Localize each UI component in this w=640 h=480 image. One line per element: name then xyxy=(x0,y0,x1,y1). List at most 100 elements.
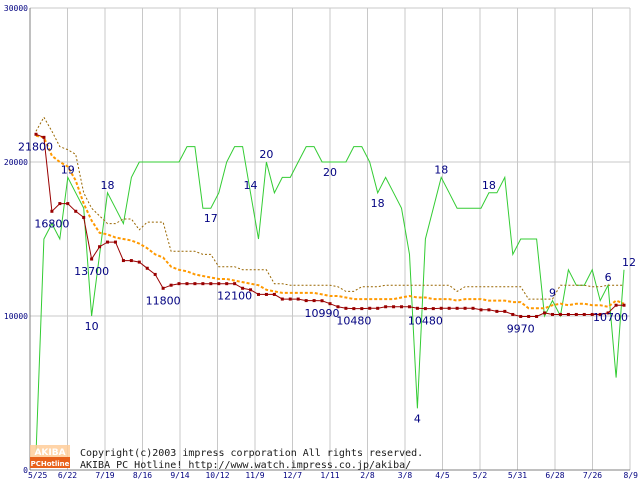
data-point-min xyxy=(280,297,284,301)
data-point-min xyxy=(606,311,610,315)
x-tick-label: 8/9 xyxy=(624,471,639,480)
data-label: 4 xyxy=(414,412,421,425)
data-point-min xyxy=(320,299,324,303)
data-label: 9970 xyxy=(507,322,535,335)
data-point-min xyxy=(614,303,618,307)
data-point-min xyxy=(50,209,54,213)
data-point-min xyxy=(66,202,70,206)
logo-bottom: PCHotline xyxy=(31,460,70,468)
x-tick-label: 8/16 xyxy=(133,471,152,480)
data-point-min xyxy=(400,305,404,309)
data-label: 14 xyxy=(244,179,258,192)
data-point-min xyxy=(503,309,507,313)
data-point-min xyxy=(90,257,94,261)
axis-labels: 0 10000 20000 30000 5/25 6/22 7/19 8/16 9/14 10/1… xyxy=(4,4,638,480)
data-point-min xyxy=(598,312,602,316)
data-point-min xyxy=(574,312,578,316)
data-point-min xyxy=(304,299,308,303)
data-point-min xyxy=(42,135,46,139)
data-point-min xyxy=(479,308,483,312)
data-point-min xyxy=(384,305,388,309)
akiba-logo: AKIBA PCHotline xyxy=(30,445,70,468)
data-point-min xyxy=(352,307,356,311)
data-point-min xyxy=(256,292,260,296)
data-point-min xyxy=(58,202,62,206)
data-point-min xyxy=(153,272,157,276)
x-tick-label: 5/2 xyxy=(473,471,488,480)
data-label: 13700 xyxy=(74,265,109,278)
data-point-min xyxy=(407,305,411,309)
x-tick-label: 2/8 xyxy=(360,471,375,480)
data-point-min xyxy=(447,306,451,310)
data-label: 10700 xyxy=(593,311,628,324)
x-tick-label: 12/7 xyxy=(283,471,302,480)
data-point-min xyxy=(193,282,197,286)
data-label: 21800 xyxy=(18,140,53,153)
data-label: 10 xyxy=(85,320,99,333)
data-point-min xyxy=(185,282,189,286)
data-point-min xyxy=(392,305,396,309)
data-label: 19 xyxy=(61,163,75,176)
x-tick-label: 4/5 xyxy=(435,471,450,480)
x-tick-label: 7/26 xyxy=(583,471,602,480)
data-point-min xyxy=(495,309,499,313)
data-label: 6 xyxy=(605,271,612,284)
data-point-min xyxy=(296,297,300,301)
data-label: 20 xyxy=(259,148,273,161)
data-point-min xyxy=(34,132,38,136)
data-label: 16800 xyxy=(34,217,69,230)
copyright-line-1: Copyright(c)2003 impress corporation All… xyxy=(80,448,423,459)
x-tick-label: 1/11 xyxy=(320,471,339,480)
data-label: 12 xyxy=(622,256,636,269)
data-point-min xyxy=(519,314,523,318)
data-point-min xyxy=(360,307,364,311)
data-point-min xyxy=(145,266,149,270)
data-point-min xyxy=(74,209,78,213)
data-point-min xyxy=(590,312,594,316)
data-point-min xyxy=(98,245,102,249)
data-point-min xyxy=(288,297,292,301)
data-point-min xyxy=(241,286,245,290)
data-point-min xyxy=(344,306,348,310)
data-label: 10990 xyxy=(305,307,340,320)
data-point-min xyxy=(121,259,125,263)
copyright-line-2: AKIBA PC Hotline! http://www.watch.impre… xyxy=(80,460,411,471)
x-tick-label: 11/9 xyxy=(245,471,264,480)
data-point-min xyxy=(368,306,372,310)
data-point-min xyxy=(209,282,213,286)
data-point-min xyxy=(535,314,539,318)
data-point-min xyxy=(312,299,316,303)
y-tick-label: 30000 xyxy=(4,4,28,13)
data-point-min xyxy=(106,240,110,244)
data-point-min xyxy=(233,282,237,286)
copyright-notice: AKIBA PCHotline Copyright(c)2003 impress… xyxy=(30,445,423,471)
data-point-min xyxy=(431,307,435,311)
data-label: 18 xyxy=(371,197,385,210)
data-point-min xyxy=(264,292,268,296)
data-label: 18 xyxy=(101,179,115,192)
data-point-min xyxy=(336,305,340,309)
series-line-average xyxy=(35,134,625,310)
y-tick-label: 0 xyxy=(23,466,28,475)
series-line-max xyxy=(35,116,624,300)
data-point-min xyxy=(471,306,475,310)
gridlines xyxy=(29,7,631,471)
x-tick-label: 5/25 xyxy=(28,471,47,480)
data-point-min xyxy=(415,306,419,310)
data-point-min xyxy=(550,312,554,316)
data-label: 17 xyxy=(204,212,218,225)
data-label: 10480 xyxy=(336,315,371,328)
data-point-min xyxy=(137,260,141,264)
data-label: 10480 xyxy=(408,315,443,328)
data-point-min xyxy=(161,286,165,290)
data-point-min xyxy=(201,282,205,286)
data-point-min xyxy=(463,306,467,310)
data-label: 20 xyxy=(323,166,337,179)
data-point-min xyxy=(566,312,570,316)
data-point-min xyxy=(439,306,443,310)
data-point-min xyxy=(82,215,86,219)
data-label: 18 xyxy=(482,179,496,192)
data-point-min xyxy=(622,303,626,307)
